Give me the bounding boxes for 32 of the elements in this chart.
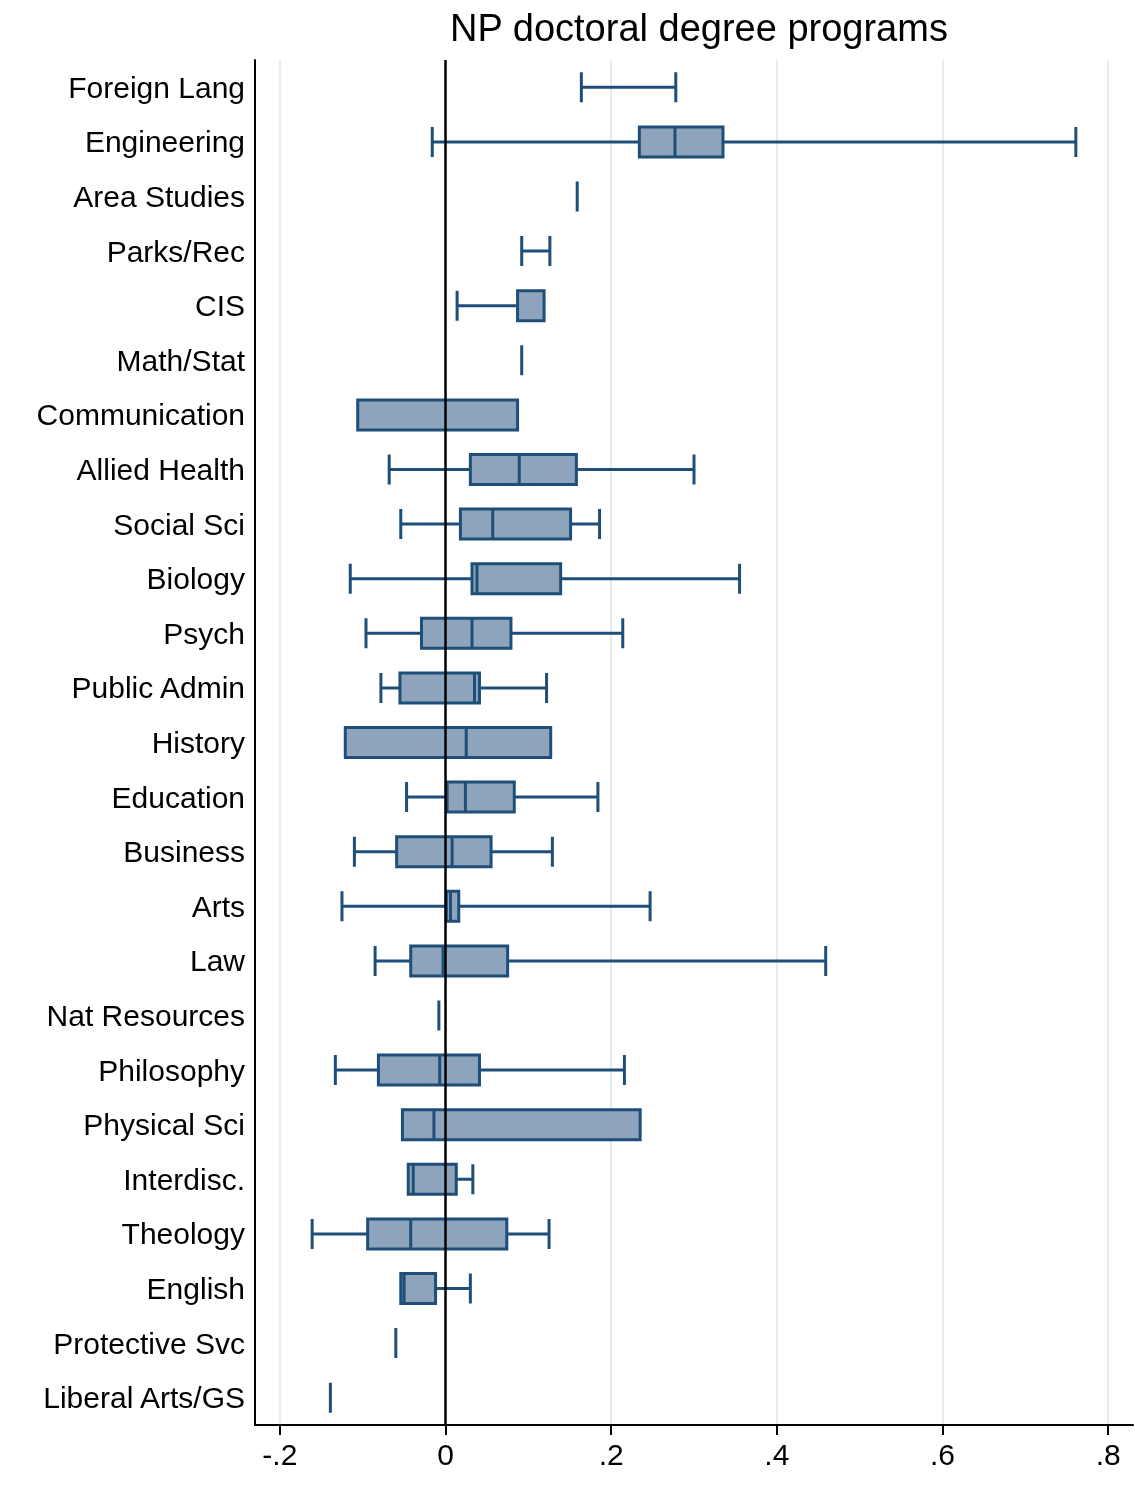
y-tick-label: Liberal Arts/GS <box>43 1381 245 1415</box>
y-tick-label: Area Studies <box>73 180 245 213</box>
y-tick-label: Philosophy <box>98 1053 245 1087</box>
y-tick-label: Education <box>111 780 245 814</box>
y-tick-label: Business <box>123 835 245 869</box>
y-tick-label: History <box>151 726 245 759</box>
y-tick-label: Psych <box>163 616 245 650</box>
y-tick-label: Foreign Lang <box>68 70 245 104</box>
y-tick-label: Social Sci <box>113 507 245 541</box>
y-tick-label: Arts <box>191 889 245 923</box>
x-tick-label: .6 <box>929 1437 956 1471</box>
x-tick-label: .8 <box>1095 1437 1121 1471</box>
y-tick-label: Public Admin <box>71 671 245 705</box>
x-tick-label: .2 <box>598 1437 624 1471</box>
y-tick-label: Biology <box>146 562 245 596</box>
x-tick-label: 0 <box>437 1437 454 1471</box>
y-tick-label: Theology <box>121 1217 245 1251</box>
y-tick-label: Protective Svc <box>53 1326 245 1360</box>
x-tick-label: .4 <box>764 1437 790 1471</box>
y-tick-label: Communication <box>36 398 245 432</box>
y-tick-label: Engineering <box>84 125 245 159</box>
y-tick-label: Math/Stat <box>116 343 246 377</box>
y-tick-label: Allied Health <box>76 453 245 486</box>
y-tick-label: CIS <box>194 289 245 323</box>
y-tick-label: English <box>146 1272 245 1305</box>
y-tick-label: Physical Sci <box>83 1108 245 1142</box>
x-tick-label: -.2 <box>262 1437 298 1471</box>
y-tick-label: Interdisc. <box>123 1162 245 1196</box>
y-tick-label: Law <box>189 944 246 978</box>
y-tick-label: Nat Resources <box>46 999 245 1032</box>
y-tick-label: Parks/Rec <box>106 234 245 268</box>
chart-title: NP doctoral degree programs <box>450 7 948 49</box>
